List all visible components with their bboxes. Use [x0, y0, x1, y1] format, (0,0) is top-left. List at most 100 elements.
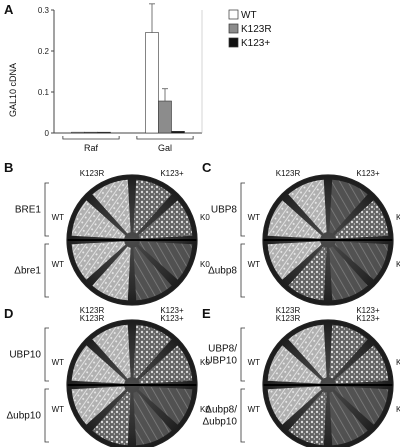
strain-label-top-right: K123+	[356, 314, 380, 323]
row-label-bottom: Δubp10	[7, 411, 42, 422]
strain-label-top-right: K123+	[356, 169, 380, 178]
strain-label-top-left: K123R	[276, 169, 301, 178]
panel-letter-a: A	[4, 2, 14, 17]
row-bracket-top	[240, 182, 245, 237]
strain-label-mid-left-bottom: WT	[52, 260, 65, 269]
row-label-bottom: Δubp8/	[205, 405, 237, 416]
sector-k123r-top	[329, 179, 368, 234]
row-label-top: UBP8/	[208, 344, 237, 355]
bar-k123r-gal	[158, 100, 172, 134]
row-label-top: BRE1	[15, 205, 42, 216]
sector-k123plus-top	[138, 345, 193, 384]
sector-k0-bottom	[138, 386, 193, 425]
strain-label-mid-right-bottom: K0	[200, 260, 210, 269]
strain-label-mid-right-top: K0	[200, 213, 210, 222]
plate-panels: B K123R K123+ WT K0 WT K0 K123R K123+ BRE1 Δbre1 C K…	[4, 160, 400, 447]
row-bracket-bottom	[240, 243, 245, 298]
row-label-bottom: Δubp10	[203, 417, 238, 428]
sector-k123r-top-left	[288, 179, 327, 234]
plate-rim	[66, 174, 198, 306]
sector-k123r-bottom	[92, 391, 131, 446]
strain-label-mid-left-bottom: WT	[248, 260, 261, 269]
y-axis-label: GAL10 cDNA	[8, 63, 18, 117]
row-label-top: UBP10	[9, 350, 41, 361]
petri-plate	[263, 175, 393, 305]
sector-k123plus-bottom	[133, 246, 172, 301]
sector-wt-top	[267, 345, 322, 384]
panel-letter-e: E	[202, 306, 211, 321]
sector-wt-bottom	[71, 241, 126, 280]
strain-label-mid-left-top: WT	[248, 213, 261, 222]
sector-k123r-bottom	[288, 246, 327, 301]
strain-label-mid-right-bottom: K0	[396, 405, 400, 414]
sector-wt-top	[71, 200, 126, 239]
bar-k123r-raf	[84, 131, 98, 134]
panel-letter-b: B	[4, 160, 13, 175]
legend-label: K123R	[241, 24, 272, 35]
strain-label-bottom-right: K123+	[356, 306, 380, 315]
sector-k123r-top	[329, 324, 368, 379]
row-label-bottom: Δubp8	[208, 266, 237, 277]
row-label-bottom: Δbre1	[14, 266, 41, 277]
legend-swatch	[228, 9, 239, 20]
strain-label-top-right: K123+	[160, 169, 184, 178]
plate-panel-d: D K123R K123+ WT K0 WT K0 K123R K123+ UBP10 Δubp10	[4, 306, 210, 447]
petri-plate	[263, 320, 393, 447]
sector-k123plus-top	[334, 200, 389, 239]
sector-k123r-top-left	[92, 324, 131, 379]
petri-plate	[67, 320, 197, 447]
sector-wt-bottom	[267, 241, 322, 280]
sector-k123plus-bottom	[133, 391, 172, 446]
x-category-label: Gal	[158, 143, 172, 153]
y-tick-label: 0.2	[38, 47, 50, 56]
strain-label-mid-left-bottom: WT	[52, 405, 65, 414]
sector-k123plus-bottom	[329, 391, 368, 446]
sector-k123r-top	[133, 324, 172, 379]
strain-label-mid-right-top: K0	[396, 358, 400, 367]
plot-area: 0 0.1 0.2 0.3 Raf Gal	[38, 3, 203, 153]
legend-swatch	[228, 37, 239, 48]
row-bracket-bottom	[44, 243, 49, 298]
strain-label-bottom-right: K123+	[160, 306, 184, 315]
bar-chart-panel-a: A GAL10 cDNA 0 0.1 0.2 0.3 Raf Gal WT K123R K12…	[4, 2, 272, 153]
sector-k123r-top-left	[288, 324, 327, 379]
panel-letter-d: D	[4, 306, 13, 321]
sector-wt-bottom	[267, 386, 322, 425]
bar-wt-gal	[145, 32, 159, 134]
sector-k0-bottom	[334, 241, 389, 280]
bar-k123--gal	[171, 131, 185, 134]
legend-label: K123+	[241, 38, 270, 49]
plate-rim	[66, 319, 198, 447]
category-bracket	[136, 136, 194, 140]
sector-k123r-bottom	[92, 246, 131, 301]
row-label-top: UBP10	[205, 356, 237, 367]
row-bracket-top	[44, 327, 49, 382]
bar-k123--raf	[97, 131, 111, 134]
bar-wt-raf	[71, 131, 85, 134]
plate-panel-c: C K123R K123+ WT K0 WT K0 K123R K123+ UBP8 Δubp8	[202, 160, 400, 315]
category-bracket	[62, 136, 120, 140]
strain-label-mid-left-top: WT	[248, 358, 261, 367]
row-bracket-top	[44, 182, 49, 237]
plate-panel-e: E K123R K123+ WT K0 WT K0 K123R K123+ UBP8/UBP10 Δ…	[202, 306, 400, 447]
petri-plate	[67, 175, 197, 305]
legend-swatch	[228, 23, 239, 34]
strain-label-mid-right-top: K0	[200, 358, 210, 367]
strain-label-mid-right-top: K0	[396, 213, 400, 222]
strain-label-mid-left-bottom: WT	[248, 405, 261, 414]
strain-label-mid-left-top: WT	[52, 358, 65, 367]
strain-label-mid-right-bottom: K0	[200, 405, 210, 414]
row-bracket-bottom	[44, 388, 49, 443]
strain-label-top-left: K123R	[80, 169, 105, 178]
strain-label-bottom-left: K123R	[80, 306, 105, 315]
sector-k0-bottom	[138, 241, 193, 280]
strain-label-top-left: K123R	[80, 314, 105, 323]
sector-wt-top	[267, 200, 322, 239]
sector-k123plus-bottom	[329, 246, 368, 301]
legend-label: WT	[241, 10, 257, 21]
strain-label-top-right: K123+	[160, 314, 184, 323]
row-bracket-top	[240, 327, 245, 382]
x-category-label: Raf	[84, 143, 99, 153]
strain-label-mid-left-top: WT	[52, 213, 65, 222]
